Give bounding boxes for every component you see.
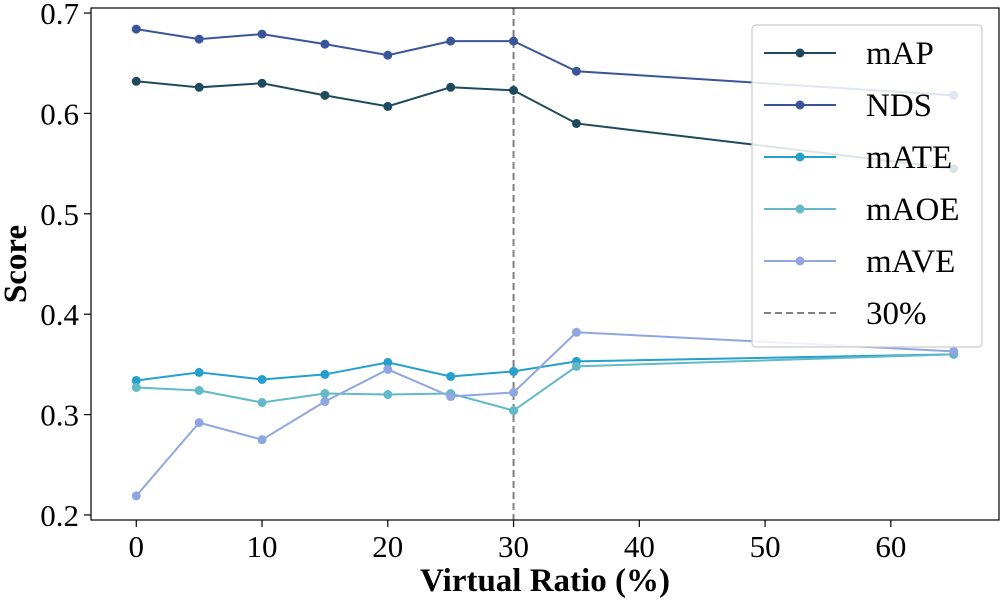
data-point-mate <box>446 371 456 381</box>
data-point-maoe <box>509 406 519 416</box>
legend-marker-map <box>795 48 805 58</box>
legend-label-30: 30% <box>866 296 927 332</box>
data-point-map <box>194 82 204 92</box>
x-tick-label: 60 <box>875 529 906 564</box>
legend-marker-nds <box>795 100 805 110</box>
data-point-mave <box>383 364 393 374</box>
data-point-map <box>571 118 581 128</box>
data-point-map <box>320 90 330 100</box>
x-tick-label: 50 <box>750 529 781 564</box>
plot-area <box>131 8 959 520</box>
x-axis-label: Virtual Ratio (%) <box>420 563 670 599</box>
data-point-mate <box>257 374 267 384</box>
data-point-mate <box>509 366 519 376</box>
data-point-mate <box>131 375 141 385</box>
data-point-nds <box>257 29 267 39</box>
data-point-nds <box>383 50 393 60</box>
data-point-mave <box>949 346 959 356</box>
x-tick-label: 40 <box>624 529 655 564</box>
data-point-nds <box>320 39 330 49</box>
data-point-maoe <box>571 361 581 371</box>
legend-marker-mate <box>795 152 805 162</box>
y-tick-label: 0.5 <box>40 197 79 232</box>
data-point-mate <box>383 357 393 367</box>
data-point-map <box>257 78 267 88</box>
legend-label-mate: mATE <box>866 140 952 176</box>
data-point-mave <box>320 397 330 407</box>
legend-label-nds: NDS <box>866 88 932 124</box>
data-point-nds <box>571 66 581 76</box>
legend-label-maoe: mAOE <box>866 192 960 228</box>
data-point-mave <box>194 418 204 428</box>
data-point-nds <box>194 34 204 44</box>
data-point-maoe <box>257 398 267 408</box>
x-tick-label: 0 <box>129 529 145 564</box>
x-tick-label: 30 <box>498 529 529 564</box>
x-tick-label: 20 <box>372 529 403 564</box>
axes: 0 10 20 30 40 50 60 0.2 0.3 0.4 0.5 0.6 0.7 <box>40 0 906 564</box>
data-point-maoe <box>194 385 204 395</box>
legend-label-map: mAP <box>866 36 934 72</box>
data-point-mave <box>509 388 519 398</box>
legend-marker-maoe <box>795 204 805 214</box>
legend-marker-mave <box>795 256 805 266</box>
data-point-map <box>131 76 141 86</box>
y-tick-label: 0.3 <box>40 398 79 433</box>
data-point-nds <box>509 36 519 46</box>
data-point-mave <box>571 327 581 337</box>
data-point-nds <box>131 24 141 34</box>
data-point-map <box>383 101 393 111</box>
data-point-map <box>509 85 519 95</box>
y-tick-label: 0.4 <box>40 297 79 332</box>
data-point-maoe <box>131 382 141 392</box>
y-axis-label: Score <box>0 225 34 303</box>
data-point-map <box>446 82 456 92</box>
data-point-mave <box>446 392 456 402</box>
data-point-maoe <box>383 390 393 400</box>
data-point-mate <box>194 367 204 377</box>
y-tick-label: 0.7 <box>40 0 79 31</box>
data-point-mate <box>320 369 330 379</box>
data-point-maoe <box>320 389 330 399</box>
plot-frame <box>90 7 1000 521</box>
legend-label-mave: mAVE <box>866 244 955 280</box>
data-point-nds <box>446 36 456 46</box>
y-tick-label: 0.6 <box>40 96 79 131</box>
x-tick-label: 10 <box>247 529 278 564</box>
data-point-mave <box>131 491 141 501</box>
y-tick-label: 0.2 <box>40 498 79 533</box>
data-point-mave <box>257 435 267 445</box>
legend: mAP NDS mATE mAOE mAVE 30% <box>751 24 983 348</box>
